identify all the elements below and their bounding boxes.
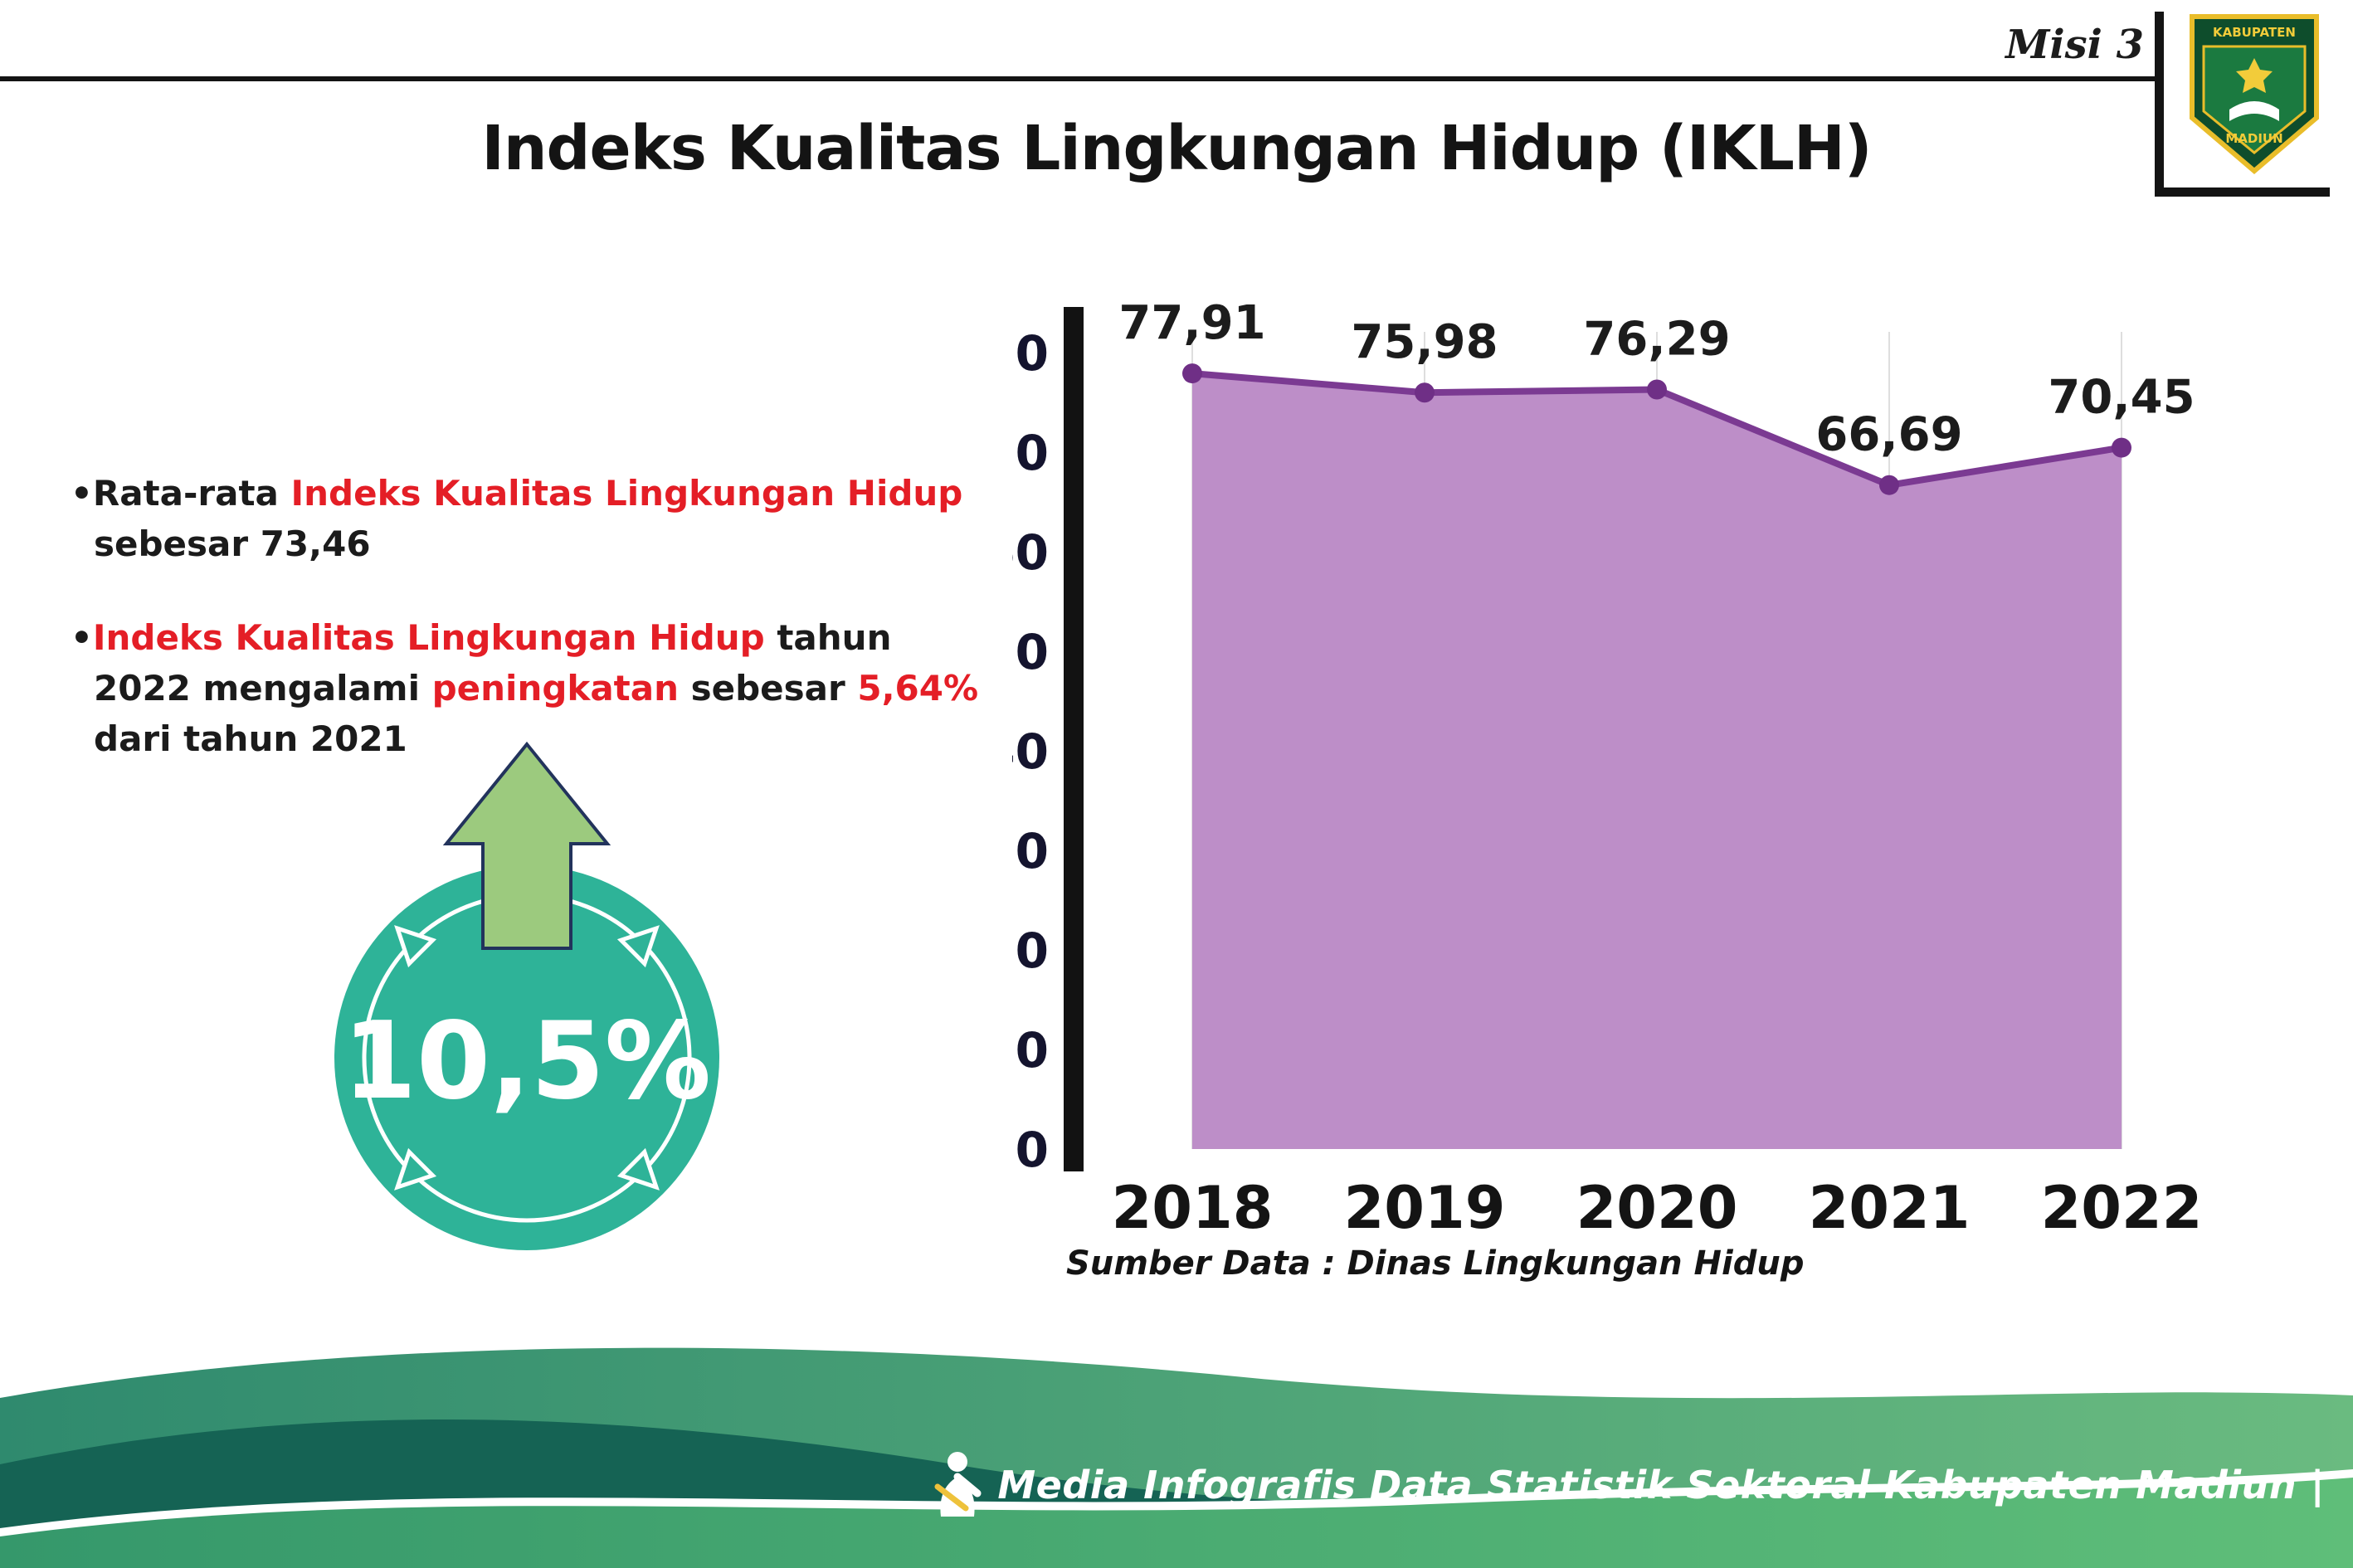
bullet-list: •Rata-rata Indeks Kualitas Lingkungan Hi…: [71, 469, 1000, 807]
logo-frame: KABUPATEN MADIUN: [2155, 12, 2330, 197]
value-label: 75,98: [1351, 315, 1498, 369]
badge-tick-icon: [394, 925, 437, 968]
y-tick-label: 40: [1012, 723, 1049, 780]
text-segment: •: [71, 473, 93, 514]
x-tick-label: 2020: [1576, 1174, 1738, 1242]
data-point: [1879, 475, 1899, 495]
footer-credit: Media Infografis Data Statistik Sektoral…: [929, 1450, 2325, 1520]
x-tick-label: 2018: [1112, 1174, 1274, 1242]
footer-wave: [0, 1347, 2353, 1568]
y-tick-label: 10: [1012, 1022, 1049, 1079]
text-segment: Indeks Kualitas Lingkungan Hidup: [290, 473, 963, 514]
text-segment: •: [71, 616, 93, 658]
text-segment: peningkatan: [431, 667, 679, 709]
mascot-icon: [934, 1452, 982, 1517]
y-tick-label: 70: [1012, 425, 1049, 481]
data-point: [1182, 363, 1202, 384]
x-tick-label: 2022: [2041, 1174, 2203, 1242]
increase-badge: 10,5%: [324, 726, 738, 1273]
text-segment: Indeks Kualitas Lingkungan Hidup: [92, 616, 765, 658]
value-label: 66,69: [1815, 408, 1962, 462]
badge-value: 10,5%: [343, 1000, 711, 1123]
iklh-area-chart: 77,91 75,98 76,29 66,69 70,45 0 10 20 30 40 50 60 70…: [1012, 296, 2203, 1242]
value-label: 70,45: [2048, 371, 2195, 425]
footer-text: Media Infografis Data Statistik Sektoral…: [997, 1463, 2325, 1507]
data-point: [2112, 437, 2131, 458]
badge-tick-icon: [616, 925, 660, 968]
page-title: Indeks Kualitas Lingkungan Hidup (IKLH): [481, 113, 1872, 184]
area-fill: [1192, 373, 2122, 1149]
y-tick-label: 50: [1012, 624, 1049, 680]
kabupaten-madiun-logo-icon: KABUPATEN MADIUN: [2190, 14, 2319, 174]
data-point: [1647, 379, 1667, 400]
text-segment: sebesar: [679, 667, 858, 709]
badge-tick-icon: [616, 1147, 660, 1191]
text-segment: tahun 2022 mengalami: [94, 616, 892, 709]
bullet-item-average: •Rata-rata Indeks Kualitas Lingkungan Hi…: [71, 469, 1000, 570]
bullet-item-increase: •Indeks Kualitas Lingkungan Hidup tahun …: [71, 613, 1000, 765]
y-tick-label: 20: [1012, 923, 1049, 979]
logo-top-text: KABUPATEN: [2213, 25, 2296, 40]
source-note: Sumber Data : Dinas Lingkungan Hidup: [1066, 1244, 1805, 1283]
data-point: [1415, 382, 1435, 403]
badge-tick-icon: [394, 1147, 437, 1191]
badge-circle: [334, 865, 719, 1250]
text-segment: dari tahun 2021: [94, 718, 407, 759]
logo-bottom-text: MADIUN: [2225, 131, 2282, 146]
text-segment: 5,64%: [857, 667, 979, 709]
text-segment: sebesar 73,46: [94, 523, 371, 564]
y-tick-label: 0: [1016, 1122, 1049, 1178]
logo-star-icon: [2236, 58, 2273, 93]
y-tick-label: 80: [1012, 325, 1049, 382]
text-segment: Rata-rata: [92, 473, 291, 514]
up-arrow-icon: [442, 741, 611, 950]
y-axis: [1064, 307, 1084, 1171]
y-tick-label: 60: [1012, 524, 1049, 581]
x-tick-label: 2019: [1344, 1174, 1506, 1242]
top-divider: [0, 76, 2157, 81]
logo-mountain-icon: [2229, 101, 2279, 121]
misi-label: Misi 3: [2005, 22, 2144, 68]
value-label: 77,91: [1118, 296, 1265, 350]
value-label: 76,29: [1583, 313, 1730, 367]
x-tick-label: 2021: [1809, 1174, 1971, 1242]
y-tick-label: 30: [1012, 823, 1049, 879]
